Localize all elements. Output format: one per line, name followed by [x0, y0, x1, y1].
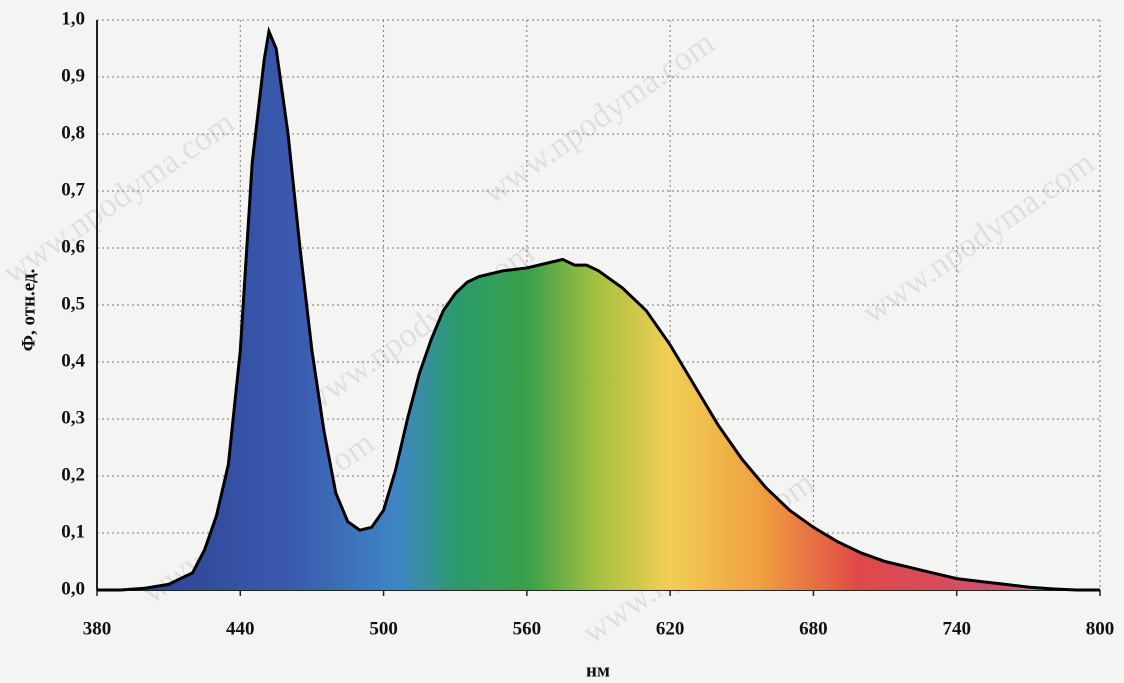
y-tick-label: 0,6 — [61, 236, 85, 257]
watermark: www.npodyma.com — [476, 24, 721, 211]
y-tick-label: 0,0 — [61, 578, 85, 599]
line — [97, 26, 1100, 592]
x-tick-label: 500 — [369, 618, 398, 639]
area-fill — [97, 31, 1100, 590]
y-tick-label: 0,1 — [61, 521, 85, 542]
x-tick-label: 440 — [226, 618, 255, 639]
x-tick-label: 800 — [1086, 618, 1115, 639]
x-tick-label: 740 — [942, 618, 971, 639]
y-tick-label: 0,3 — [61, 407, 85, 428]
x-tick-label: 680 — [799, 618, 828, 639]
x-tick-label: 380 — [83, 618, 112, 639]
y-tick-label: 0,7 — [61, 179, 85, 200]
x-tick-label: 560 — [513, 618, 542, 639]
y-tick-label: 0,2 — [61, 464, 85, 485]
y-tick-label: 0,5 — [61, 293, 85, 314]
y-tick-label: 1,0 — [61, 8, 85, 29]
x-tick-label: 620 — [656, 618, 685, 639]
y-tick-label: 0,4 — [61, 350, 85, 371]
watermark: www.npodyma.com — [0, 104, 241, 291]
y-axis-label: Ф, отн.ед. — [18, 269, 39, 352]
y-tick-label: 0,9 — [61, 65, 85, 86]
y-tick-label: 0,8 — [61, 122, 85, 143]
x-axis-label: нм — [586, 660, 610, 681]
watermark: www.npodyma.com — [856, 144, 1101, 331]
